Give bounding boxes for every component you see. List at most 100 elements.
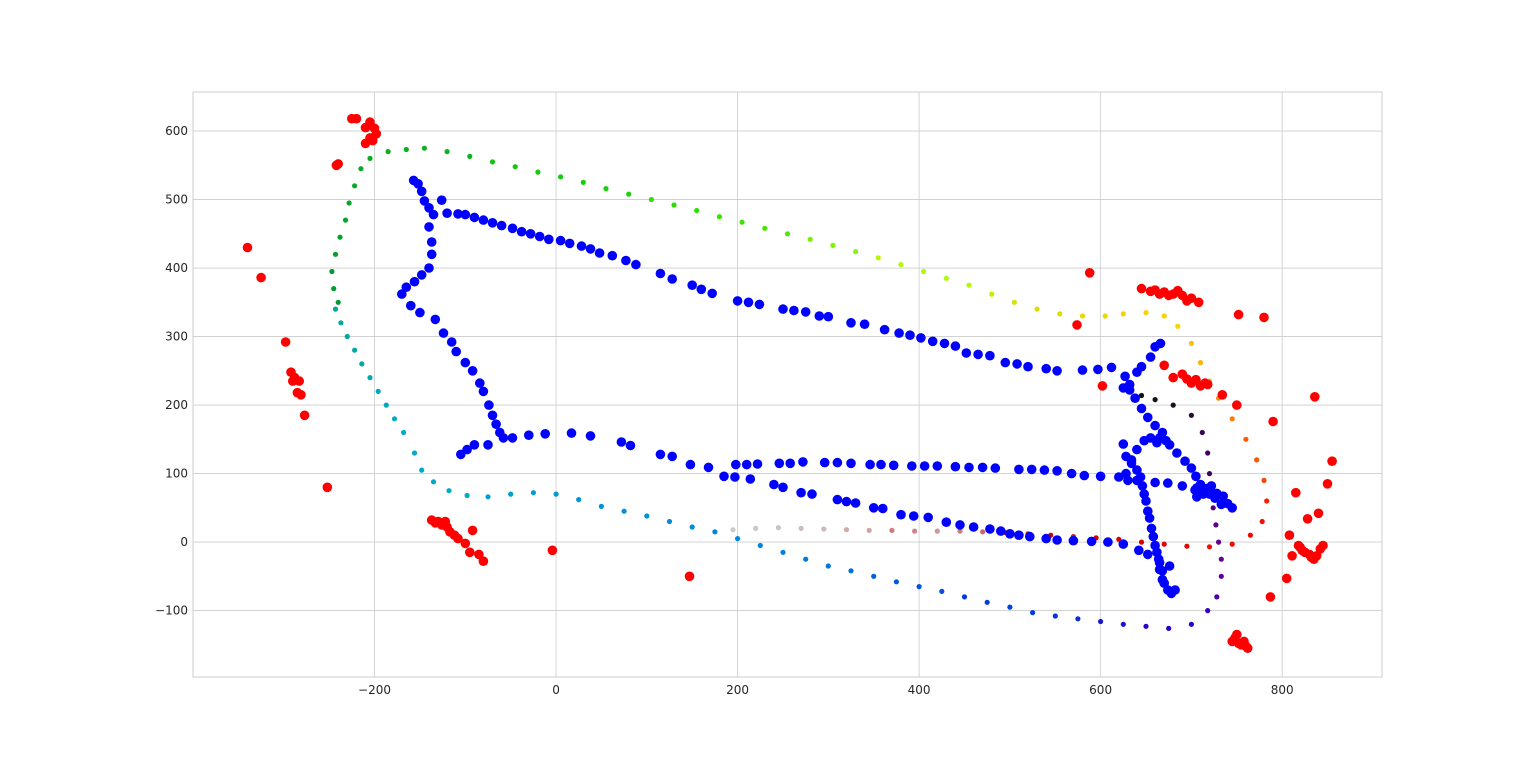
- blue-point: [846, 458, 856, 469]
- trajectory-point: [603, 186, 609, 192]
- blue-point: [1148, 531, 1159, 542]
- blue-point: [1198, 489, 1208, 499]
- blue-point: [1164, 561, 1175, 571]
- blue-point: [685, 459, 696, 470]
- blue-point: [430, 314, 441, 325]
- blue-point: [908, 511, 919, 521]
- blue-point: [1052, 466, 1062, 476]
- blue-point: [950, 341, 961, 351]
- blue-point: [416, 186, 427, 197]
- blue-point: [905, 330, 915, 341]
- blue-point: [616, 437, 627, 447]
- blue-point: [968, 522, 979, 532]
- trajectory-point: [553, 491, 559, 497]
- blue-point: [655, 449, 666, 460]
- trajectory-point: [848, 568, 854, 574]
- blue-point: [1216, 499, 1227, 510]
- trajectory-point: [1254, 457, 1260, 463]
- blue-point: [1134, 545, 1144, 556]
- blue-point: [534, 231, 545, 242]
- trajectory-point: [1218, 556, 1224, 562]
- blue-point: [1145, 352, 1156, 362]
- trajectory-point: [421, 145, 427, 151]
- blue-point: [564, 238, 575, 249]
- red-point: [296, 390, 306, 400]
- blue-point: [1014, 464, 1024, 475]
- trajectory-point: [1197, 360, 1204, 366]
- blue-point: [406, 300, 416, 311]
- blue-point: [907, 461, 917, 471]
- trajectory-point: [467, 153, 473, 159]
- x-tick-label: −200: [358, 683, 391, 697]
- blue-point: [923, 512, 933, 523]
- blue-point: [453, 209, 463, 219]
- y-tick-label: 500: [165, 193, 188, 207]
- blue-point: [1136, 361, 1147, 372]
- trajectory-point: [626, 191, 632, 197]
- blue-point: [1218, 491, 1228, 502]
- blue-point: [731, 459, 741, 470]
- blue-point: [1077, 365, 1088, 375]
- blue-point: [800, 307, 811, 317]
- red-point: [1232, 400, 1242, 410]
- blue-point: [1118, 539, 1129, 549]
- trajectory-point: [694, 207, 700, 214]
- red-point: [465, 547, 475, 558]
- trajectory-point: [966, 282, 972, 288]
- red-point: [1072, 320, 1082, 330]
- red-point: [1242, 643, 1253, 653]
- blue-point: [985, 524, 995, 534]
- blue-point: [1153, 554, 1164, 564]
- trajectory-point: [762, 225, 768, 231]
- red-point: [547, 545, 558, 556]
- trajectory-point: [1188, 412, 1194, 418]
- trajectory-point: [889, 527, 895, 534]
- red-point: [1322, 479, 1333, 489]
- trajectory-point: [1210, 505, 1216, 511]
- blue-point: [927, 336, 938, 347]
- trajectory-point: [939, 588, 945, 595]
- blue-point: [832, 494, 843, 505]
- blue-point: [819, 457, 830, 468]
- blue-point: [576, 241, 587, 251]
- trajectory-point: [508, 491, 514, 497]
- trajectory-point: [464, 492, 470, 499]
- blue-point: [894, 328, 904, 338]
- blue-point: [1052, 535, 1062, 545]
- trajectory-point: [391, 416, 398, 422]
- blue-point: [1014, 530, 1024, 540]
- x-tick-label: 0: [552, 683, 560, 697]
- blue-point: [1136, 403, 1147, 414]
- blue-point: [1132, 444, 1142, 455]
- trajectory-point: [1259, 518, 1265, 525]
- blue-point: [1079, 470, 1090, 481]
- blue-point: [451, 346, 462, 357]
- blue-point: [426, 249, 437, 260]
- blue-point: [516, 226, 527, 237]
- blue-point: [798, 457, 808, 467]
- red-point: [333, 159, 344, 169]
- trajectory-point: [576, 497, 582, 503]
- blue-point: [973, 349, 983, 360]
- x-tick-label: 200: [726, 683, 749, 697]
- series-trajectory-small: [332, 306, 1224, 632]
- trajectory-point: [430, 479, 437, 485]
- trajectory-point: [1243, 436, 1249, 442]
- blue-point: [1141, 496, 1151, 506]
- blue-point: [469, 440, 480, 450]
- blue-point: [424, 203, 434, 213]
- blue-point: [859, 319, 870, 330]
- blue-point: [487, 218, 498, 228]
- blue-point: [1186, 463, 1197, 473]
- blue-point: [1005, 529, 1015, 539]
- red-point: [1281, 573, 1292, 584]
- blue-point: [876, 459, 886, 470]
- blue-point: [1163, 478, 1173, 488]
- axes-frame: [192, 91, 1383, 678]
- trajectory-point: [753, 525, 759, 532]
- trajectory-point: [1213, 522, 1219, 528]
- trajectory-point: [1161, 541, 1167, 547]
- trajectory-point: [1261, 477, 1267, 483]
- blue-point: [446, 337, 457, 347]
- blue-point: [1143, 549, 1153, 560]
